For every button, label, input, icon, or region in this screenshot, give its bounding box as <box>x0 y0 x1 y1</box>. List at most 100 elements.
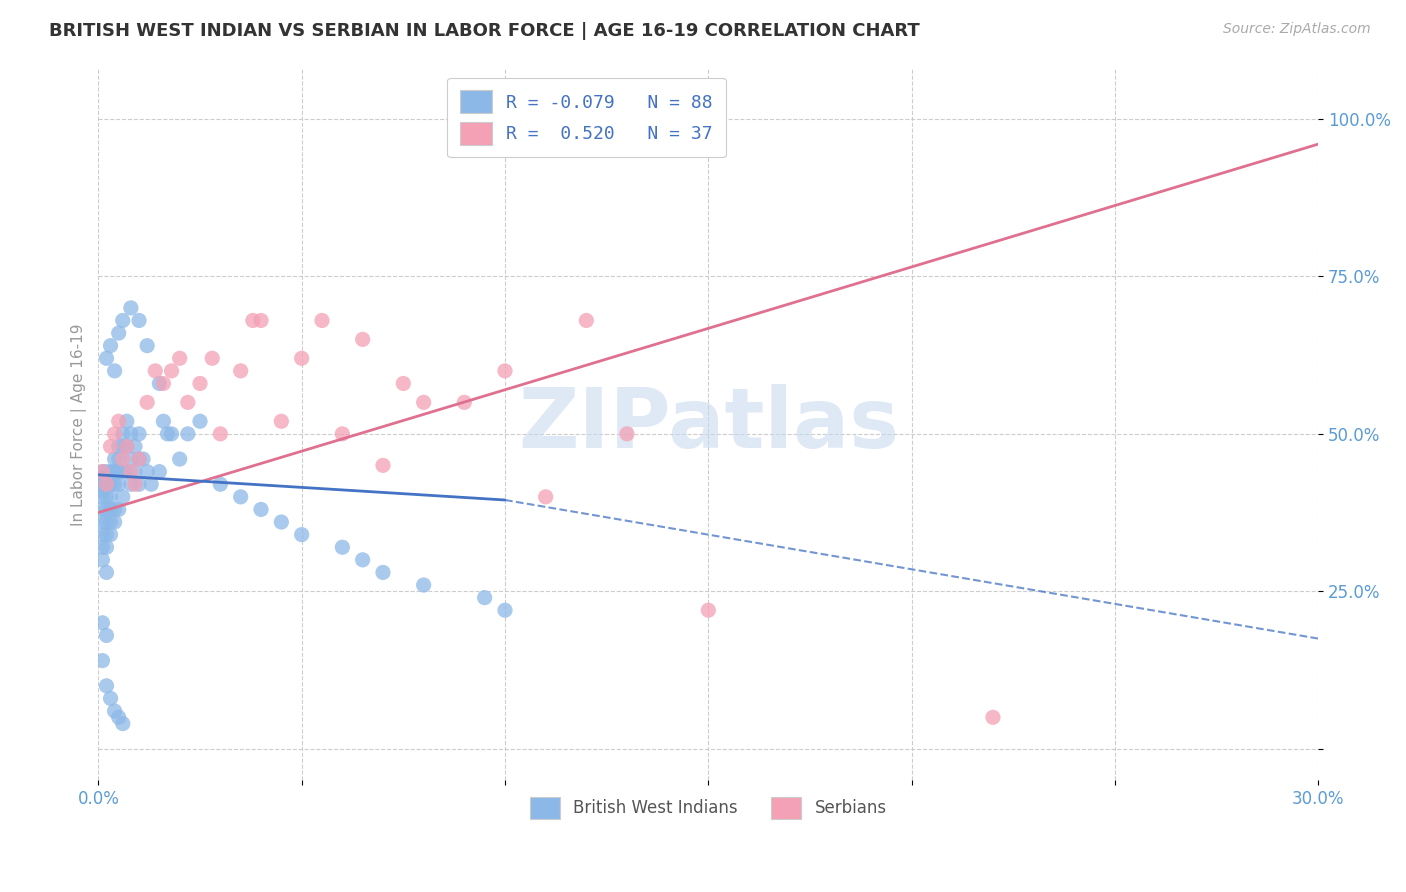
Point <box>111 313 134 327</box>
Point <box>100 691 122 706</box>
Point <box>111 716 134 731</box>
Point <box>371 458 394 473</box>
Point <box>100 440 122 454</box>
Point <box>494 603 516 617</box>
Point <box>128 452 150 467</box>
Point <box>115 465 138 479</box>
Point <box>188 376 211 391</box>
Point <box>124 465 146 479</box>
Point <box>107 440 129 454</box>
Point <box>392 376 415 391</box>
Point <box>91 465 114 479</box>
Point <box>148 465 170 479</box>
Point <box>270 515 292 529</box>
Point <box>104 364 127 378</box>
Point <box>330 426 353 441</box>
Point <box>91 502 114 516</box>
Y-axis label: In Labor Force | Age 16-19: In Labor Force | Age 16-19 <box>72 323 87 525</box>
Point <box>100 339 122 353</box>
Point <box>412 578 434 592</box>
Point <box>104 452 127 467</box>
Point <box>96 502 118 516</box>
Point <box>494 364 516 378</box>
Point <box>188 414 211 428</box>
Point <box>120 477 142 491</box>
Point <box>120 301 142 315</box>
Point <box>981 710 1004 724</box>
Point <box>91 471 114 485</box>
Point <box>136 339 159 353</box>
Point <box>124 477 146 491</box>
Point <box>104 477 127 491</box>
Point <box>107 414 129 428</box>
Point <box>100 465 122 479</box>
Point <box>575 313 598 327</box>
Point <box>107 465 129 479</box>
Point <box>91 615 114 630</box>
Point <box>371 566 394 580</box>
Point <box>148 376 170 391</box>
Point <box>111 490 134 504</box>
Point <box>100 527 122 541</box>
Point <box>120 465 142 479</box>
Point <box>311 313 333 327</box>
Point <box>96 490 118 504</box>
Point <box>104 502 127 516</box>
Point <box>91 515 114 529</box>
Point <box>141 477 163 491</box>
Point <box>209 426 232 441</box>
Point <box>160 364 183 378</box>
Point <box>107 326 129 340</box>
Point <box>120 426 142 441</box>
Point <box>352 332 374 346</box>
Text: Source: ZipAtlas.com: Source: ZipAtlas.com <box>1223 22 1371 37</box>
Point <box>474 591 496 605</box>
Point <box>96 477 118 491</box>
Point <box>104 465 127 479</box>
Point <box>104 704 127 718</box>
Point <box>96 527 118 541</box>
Point <box>412 395 434 409</box>
Point <box>107 502 129 516</box>
Point <box>169 351 191 366</box>
Point <box>616 426 638 441</box>
Point <box>352 553 374 567</box>
Point <box>143 364 166 378</box>
Point <box>136 465 159 479</box>
Point <box>111 426 134 441</box>
Point <box>270 414 292 428</box>
Point <box>128 452 150 467</box>
Point <box>152 376 174 391</box>
Point <box>96 465 118 479</box>
Point <box>250 502 273 516</box>
Point <box>96 515 118 529</box>
Point <box>124 440 146 454</box>
Point <box>115 440 138 454</box>
Point <box>100 502 122 516</box>
Point <box>330 540 353 554</box>
Point <box>229 364 252 378</box>
Point <box>91 527 114 541</box>
Point <box>209 477 232 491</box>
Point <box>534 490 557 504</box>
Point <box>100 515 122 529</box>
Point <box>111 440 134 454</box>
Point <box>128 477 150 491</box>
Point <box>229 490 252 504</box>
Point <box>132 452 155 467</box>
Point <box>250 313 273 327</box>
Point <box>91 483 114 498</box>
Point <box>128 313 150 327</box>
Point <box>201 351 224 366</box>
Point <box>128 426 150 441</box>
Legend: British West Indians, Serbians: British West Indians, Serbians <box>523 790 893 825</box>
Point <box>96 540 118 554</box>
Point <box>111 465 134 479</box>
Point <box>107 477 129 491</box>
Point <box>91 490 114 504</box>
Point <box>120 452 142 467</box>
Point <box>96 351 118 366</box>
Point <box>242 313 264 327</box>
Point <box>100 490 122 504</box>
Point <box>169 452 191 467</box>
